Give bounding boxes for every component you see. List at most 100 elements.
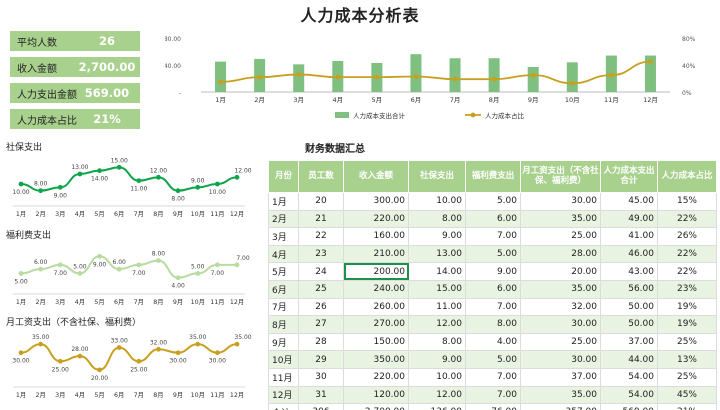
table-cell[interactable]: 20.00 (520, 262, 601, 281)
table-cell[interactable]: 25% (657, 332, 717, 352)
table-cell[interactable]: 5.00 (465, 192, 521, 211)
table-cell[interactable]: 19% (657, 315, 717, 334)
table-cell[interactable]: 10.00 (408, 367, 466, 387)
table-cell[interactable]: 22 (298, 227, 344, 246)
table-cell[interactable]: 13% (657, 350, 717, 369)
table-cell[interactable]: 7.00 (465, 297, 521, 317)
table-cell[interactable]: 30.00 (520, 192, 601, 211)
table-cell[interactable]: 49.00 (600, 209, 658, 229)
table-cell[interactable]: 569.00 (600, 403, 658, 410)
table-cell[interactable]: 15% (657, 192, 717, 211)
table-cell[interactable]: 1月 (268, 192, 299, 211)
table-cell[interactable]: 9.00 (408, 350, 466, 369)
table-cell[interactable]: 7.00 (465, 227, 521, 246)
table-cell[interactable]: 37.00 (520, 367, 601, 387)
table-cell[interactable]: 220.00 (343, 209, 409, 229)
table-cell[interactable]: 2月 (268, 209, 299, 229)
table-cell[interactable]: 46.00 (600, 244, 658, 264)
table-cell[interactable]: 28.00 (520, 244, 601, 264)
table-cell[interactable]: 8月 (268, 315, 299, 334)
table-cell[interactable]: 306 (298, 403, 344, 410)
table-cell[interactable]: 25.00 (520, 332, 601, 352)
table-cell[interactable]: 21 (298, 209, 344, 229)
table-cell[interactable]: 21% (657, 403, 717, 410)
table-cell[interactable]: 300.00 (343, 192, 409, 211)
table-cell[interactable]: 30 (298, 367, 344, 387)
table-cell[interactable]: 41.00 (600, 227, 658, 246)
table-cell[interactable]: 35.00 (520, 385, 601, 405)
table-cell[interactable]: 5月 (268, 262, 299, 281)
table-cell[interactable]: 6月 (268, 279, 299, 299)
table-cell[interactable]: 24 (298, 262, 344, 281)
table-cell[interactable]: 26% (657, 227, 717, 246)
table-cell[interactable]: 30.00 (520, 350, 601, 369)
table-cell[interactable]: 29 (298, 350, 344, 369)
table-cell[interactable]: 25 (298, 279, 344, 299)
table-cell[interactable]: 31 (298, 385, 344, 405)
table-cell[interactable]: 25.00 (520, 227, 601, 246)
table-cell[interactable]: 35.00 (520, 279, 601, 299)
table-cell[interactable]: 35.00 (520, 209, 601, 229)
table-cell[interactable]: 270.00 (343, 315, 409, 334)
table-cell[interactable]: 43.00 (600, 262, 658, 281)
table-cell[interactable]: 350.00 (343, 350, 409, 369)
table-cell[interactable]: 23 (298, 244, 344, 264)
table-cell[interactable]: 56.00 (600, 279, 658, 299)
table-cell[interactable]: 32.00 (520, 297, 601, 317)
table-cell[interactable]: 12.00 (408, 385, 466, 405)
table-cell[interactable]: 28 (298, 332, 344, 352)
table-cell[interactable]: 240.00 (343, 279, 409, 299)
table-cell[interactable]: 44.00 (600, 350, 658, 369)
table-cell[interactable]: 合计 (268, 403, 299, 410)
table-cell[interactable]: 210.00 (343, 244, 409, 264)
table-cell[interactable]: 22% (657, 209, 717, 229)
table-cell[interactable]: 22% (657, 262, 717, 281)
table-cell[interactable]: 136.00 (408, 403, 466, 410)
table-cell[interactable]: 11月 (268, 367, 299, 387)
table-cell[interactable]: 50.00 (600, 315, 658, 334)
table-cell[interactable]: 13.00 (408, 244, 466, 264)
table-cell[interactable]: 50.00 (600, 297, 658, 317)
table-cell[interactable]: 26 (298, 297, 344, 317)
table-cell[interactable]: 4月 (268, 244, 299, 264)
table-cell[interactable]: 3月 (268, 227, 299, 246)
table-cell[interactable]: 5.00 (465, 350, 521, 369)
table-cell[interactable]: 6.00 (465, 209, 521, 229)
table-cell[interactable]: 11.00 (408, 297, 466, 317)
table-cell[interactable]: 2,700.00 (343, 403, 409, 410)
table-cell[interactable]: 6.00 (465, 279, 521, 299)
table-cell[interactable]: 25% (657, 367, 717, 387)
table-cell[interactable]: 8.00 (465, 315, 521, 334)
table-cell[interactable]: 54.00 (600, 367, 658, 387)
table-cell[interactable]: 14.00 (408, 262, 466, 281)
table-cell[interactable]: 45% (657, 385, 717, 405)
table-cell[interactable]: 7月 (268, 297, 299, 317)
table-cell[interactable]: 54.00 (600, 385, 658, 405)
table-cell[interactable]: 20 (298, 192, 344, 211)
table-cell[interactable]: 23% (657, 279, 717, 299)
table-cell[interactable]: 15.00 (408, 279, 466, 299)
table-cell[interactable]: 12月 (268, 385, 299, 405)
table-cell[interactable]: 12.00 (408, 315, 466, 334)
table-cell[interactable]: 4.00 (465, 332, 521, 352)
table-cell[interactable]: 30.00 (520, 315, 601, 334)
table-cell[interactable]: 8.00 (408, 209, 466, 229)
table-cell[interactable]: 9.00 (408, 227, 466, 246)
table-cell[interactable]: 76.00 (465, 403, 521, 410)
table-cell[interactable]: 5.00 (465, 244, 521, 264)
table-cell[interactable]: 160.00 (343, 227, 409, 246)
table-cell[interactable]: 27 (298, 315, 344, 334)
table-cell[interactable]: 8.00 (408, 332, 466, 352)
table-cell[interactable]: 9月 (268, 332, 299, 352)
table-cell[interactable]: 10月 (268, 350, 299, 369)
table-cell[interactable]: 150.00 (343, 332, 409, 352)
table-cell[interactable]: 37.00 (600, 332, 658, 352)
table-cell[interactable]: 9.00 (465, 262, 521, 281)
table-cell[interactable]: 22% (657, 244, 717, 264)
table-cell[interactable]: 260.00 (343, 297, 409, 317)
table-cell[interactable]: 220.00 (343, 367, 409, 387)
table-cell[interactable]: 19% (657, 297, 717, 317)
table-cell[interactable]: 357.00 (520, 403, 601, 410)
table-cell[interactable]: 10.00 (408, 192, 466, 211)
table-cell[interactable]: 120.00 (343, 385, 409, 405)
